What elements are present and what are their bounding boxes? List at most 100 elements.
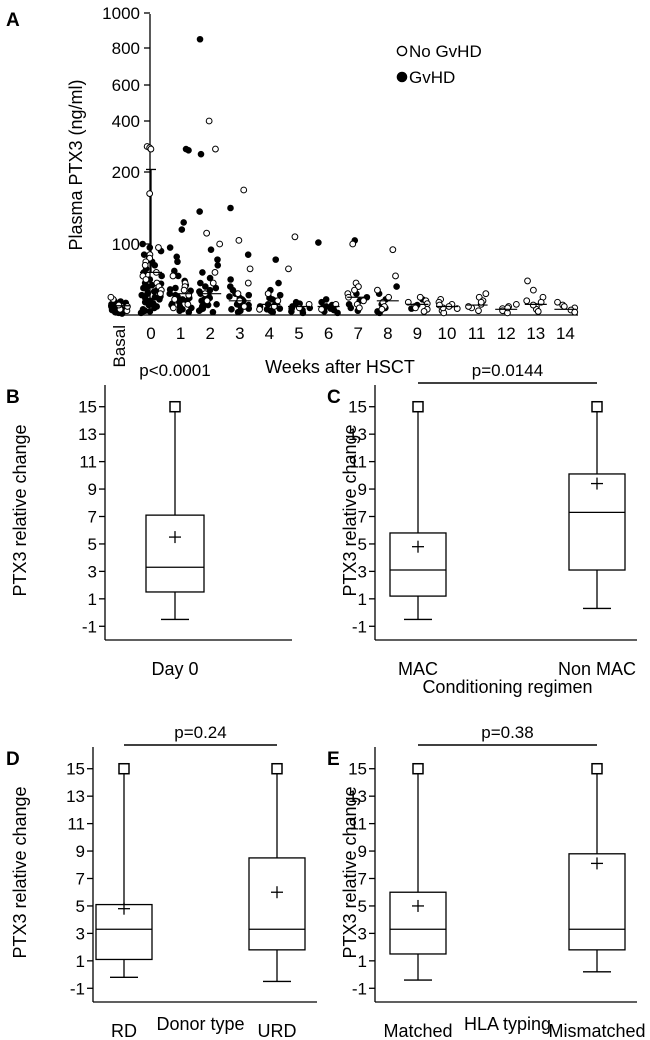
point-no-gvhd (169, 272, 177, 280)
x-category-label-d: URD (258, 1021, 297, 1040)
point-no-gvhd (560, 303, 568, 310)
point-no-gvhd (453, 305, 461, 313)
x-tick-label-a: 13 (526, 324, 545, 343)
point-no-gvhd (385, 293, 393, 301)
point-gvhd (315, 239, 322, 246)
y-axis-title-a: Plasma PTX3 (ng/ml) (66, 79, 86, 250)
point-gvhd (178, 226, 186, 233)
point-no-gvhd (147, 145, 155, 153)
point-no-gvhd (155, 244, 162, 251)
point-gvhd (109, 301, 117, 309)
point-gvhd (275, 279, 282, 287)
outlier-marker (271, 762, 283, 775)
legend-label-no-gvhd: No GvHD (409, 42, 482, 61)
point-no-gvhd (389, 246, 397, 254)
point-gvhd (139, 240, 146, 248)
y-tick-label-d: 13 (66, 787, 85, 806)
x-category-label-b: Day 0 (151, 659, 198, 679)
point-no-gvhd (203, 297, 211, 305)
x-tick-label-a: 1 (176, 324, 185, 343)
point-no-gvhd (351, 286, 358, 294)
x-axis-title-a: Weeks after HSCT (265, 357, 415, 377)
x-tick-label-a: 4 (265, 324, 274, 343)
point-gvhd (197, 279, 204, 287)
point-gvhd (182, 145, 190, 153)
point-gvhd (206, 274, 214, 282)
point-no-gvhd (169, 304, 177, 312)
y-tick-label-a: 600 (112, 76, 140, 95)
x-axis-title-d: Donor type (156, 1014, 244, 1034)
y-tick-label-e: 13 (348, 787, 367, 806)
y-tick-label-b: -1 (82, 617, 97, 636)
x-tick-label-a: 8 (383, 324, 392, 343)
x-ticks-a: Basal 0 1 2 3 4 5 6 7 8 9 10 11 12 13 14 (110, 324, 575, 368)
point-gvhd (185, 308, 193, 316)
point-no-gvhd (142, 276, 150, 283)
point-no-gvhd (477, 298, 485, 306)
point-gvhd (276, 291, 284, 299)
point-gvhd (180, 219, 187, 226)
point-no-gvhd (256, 305, 263, 313)
y-tick-label-d: 5 (76, 897, 85, 916)
point-gvhd (151, 304, 158, 312)
x-axis-title-c: Conditioning regimen (422, 677, 592, 697)
y-tick-label-e: 5 (358, 897, 367, 916)
point-gvhd (150, 288, 158, 295)
p-value-b: p<0.0001 (139, 361, 210, 380)
y-tick-label-b: 5 (88, 535, 97, 554)
y-tick-label-b: 9 (88, 480, 97, 499)
point-no-gvhd (571, 308, 579, 316)
panel-letter-e: E (327, 749, 340, 770)
point-no-gvhd (349, 240, 357, 248)
point-gvhd (299, 309, 307, 317)
point-gvhd (334, 309, 341, 317)
legend-marker-no-gvhd (396, 45, 408, 57)
point-gvhd (146, 244, 154, 251)
y-axis-title-b: PTX3 relative change (10, 424, 30, 596)
point-no-gvhd (246, 265, 254, 273)
point-no-gvhd (378, 305, 386, 313)
y-tick-label-d: 11 (67, 815, 85, 834)
point-gvhd (199, 269, 206, 276)
y-tick-label-e: 11 (349, 815, 367, 834)
panel-letter-d: D (6, 749, 20, 770)
y-tick-label-c: 7 (358, 508, 367, 527)
x-tick-label-a: 9 (413, 324, 422, 343)
outlier-marker (412, 762, 424, 775)
point-gvhd (197, 150, 205, 158)
point-gvhd (263, 306, 271, 313)
y-tick-label-b: 11 (79, 453, 97, 472)
point-no-gvhd (203, 229, 211, 237)
panel-letter-a: A (6, 10, 20, 31)
point-no-gvhd (523, 297, 531, 305)
point-no-gvhd (234, 290, 242, 298)
x-tick-label-a: 14 (556, 324, 575, 343)
point-no-gvhd (534, 308, 542, 315)
y-tick-label-c: 15 (348, 398, 367, 417)
y-tick-label-e: 9 (358, 842, 367, 861)
point-gvhd (244, 251, 252, 258)
box-c-1: MAC (389, 400, 447, 679)
point-no-gvhd (360, 297, 367, 305)
y-tick-label-b: 7 (88, 508, 97, 527)
x-tick-label-a: 2 (205, 324, 214, 343)
iqr-box (568, 473, 626, 571)
point-no-gvhd (332, 300, 340, 308)
point-gvhd (198, 297, 205, 305)
x-category-label-e: Mismatched (548, 1021, 645, 1040)
point-no-gvhd (107, 293, 115, 301)
x-tick-label-a: 0 (146, 324, 155, 343)
point-gvhd (214, 261, 222, 269)
point-no-gvhd (205, 117, 213, 125)
x-tick-label-a: 7 (353, 324, 362, 343)
point-no-gvhd (482, 290, 490, 298)
point-gvhd (172, 284, 179, 292)
point-no-gvhd (184, 300, 192, 308)
outlier-marker (169, 400, 181, 413)
point-gvhd (214, 256, 221, 263)
point-no-gvhd (554, 298, 561, 306)
